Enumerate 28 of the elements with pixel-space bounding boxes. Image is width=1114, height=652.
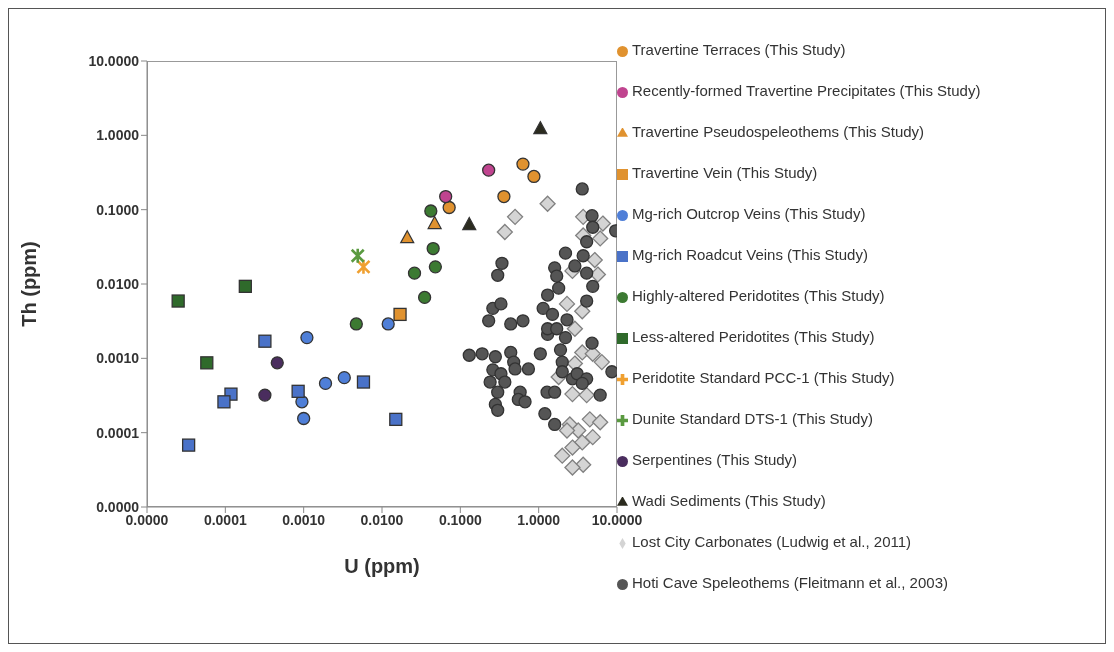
x-tick-label: 0.0100 xyxy=(360,511,404,528)
legend-label: Serpentines (This Study) xyxy=(632,451,798,468)
legend-label: Lost City Carbonates (Ludwig et al., 2011) xyxy=(632,533,912,550)
y-tick-label: 0.1000 xyxy=(96,201,140,218)
y-axis-title: Th (ppm) xyxy=(18,241,41,327)
y-tick-label: 1.0000 xyxy=(96,127,140,144)
x-tick-label: 0.1000 xyxy=(438,511,482,528)
legend-label: Recently-formed Travertine Precipitates (This Study) xyxy=(632,82,981,99)
legend-label: Less-altered Peridotites (This Study) xyxy=(632,328,875,345)
y-tick-label: 0.0010 xyxy=(96,350,140,367)
legend-label: Mg-rich Roadcut Veins (This Study) xyxy=(632,246,868,263)
x-tick-label: 0.0001 xyxy=(203,511,247,528)
legend-label: Peridotite Standard PCC-1 (This Study) xyxy=(632,369,895,386)
x-tick-label: 0.0010 xyxy=(282,511,326,528)
legend-label: Highly-altered Peridotites (This Study) xyxy=(632,287,885,304)
y-tick-label: 0.0001 xyxy=(96,424,140,441)
y-tick-label: 0.0100 xyxy=(96,275,140,292)
legend-label: Wadi Sediments (This Study) xyxy=(632,492,826,509)
legend-label: Dunite Standard DTS-1 (This Study) xyxy=(632,410,873,427)
legend-label: Hoti Cave Speleothems (Fleitmann et al., 2003) xyxy=(632,574,948,591)
x-axis-title: U (ppm) xyxy=(344,555,420,577)
x-tick-label: 1.0000 xyxy=(517,511,561,528)
legend-label: Travertine Pseudospeleothems (This Study) xyxy=(632,123,925,140)
legend-label: Travertine Vein (This Study) xyxy=(632,164,818,181)
legend-label: Mg-rich Outcrop Veins (This Study) xyxy=(632,205,866,222)
legend-label: Travertine Terraces (This Study) xyxy=(632,41,846,58)
x-tick-label: 10.0000 xyxy=(591,511,643,528)
y-tick-label: 10.0000 xyxy=(88,52,140,69)
